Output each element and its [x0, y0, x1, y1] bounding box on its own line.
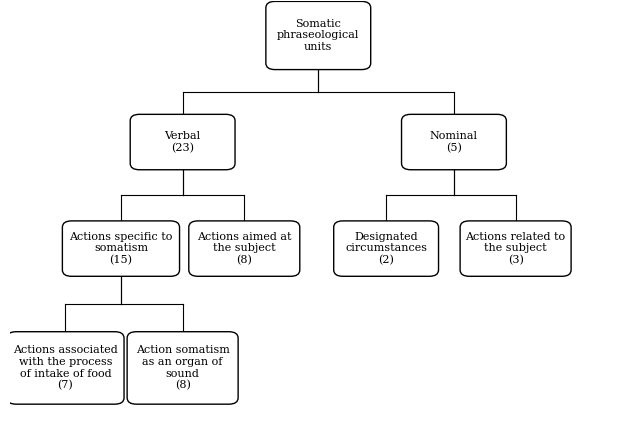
- Text: Actions specific to
somatism
(15): Actions specific to somatism (15): [69, 232, 173, 266]
- Text: Action somatism
as an organ of
sound
(8): Action somatism as an organ of sound (8): [136, 345, 230, 390]
- FancyBboxPatch shape: [189, 221, 300, 276]
- Text: Verbal
(23): Verbal (23): [165, 131, 201, 153]
- Text: Actions aimed at
the subject
(8): Actions aimed at the subject (8): [197, 232, 291, 266]
- FancyBboxPatch shape: [130, 115, 235, 170]
- FancyBboxPatch shape: [7, 332, 124, 404]
- FancyBboxPatch shape: [62, 221, 180, 276]
- Text: Nominal
(5): Nominal (5): [430, 131, 478, 153]
- FancyBboxPatch shape: [333, 221, 438, 276]
- FancyBboxPatch shape: [266, 1, 371, 69]
- FancyBboxPatch shape: [127, 332, 238, 404]
- Text: Somatic
phraseological
units: Somatic phraseological units: [277, 19, 359, 52]
- Text: Actions related to
the subject
(3): Actions related to the subject (3): [465, 232, 566, 266]
- Text: Designated
circumstances
(2): Designated circumstances (2): [345, 232, 427, 266]
- FancyBboxPatch shape: [401, 115, 506, 170]
- Text: Actions associated
with the process
of intake of food
(7): Actions associated with the process of i…: [13, 345, 118, 390]
- FancyBboxPatch shape: [460, 221, 571, 276]
